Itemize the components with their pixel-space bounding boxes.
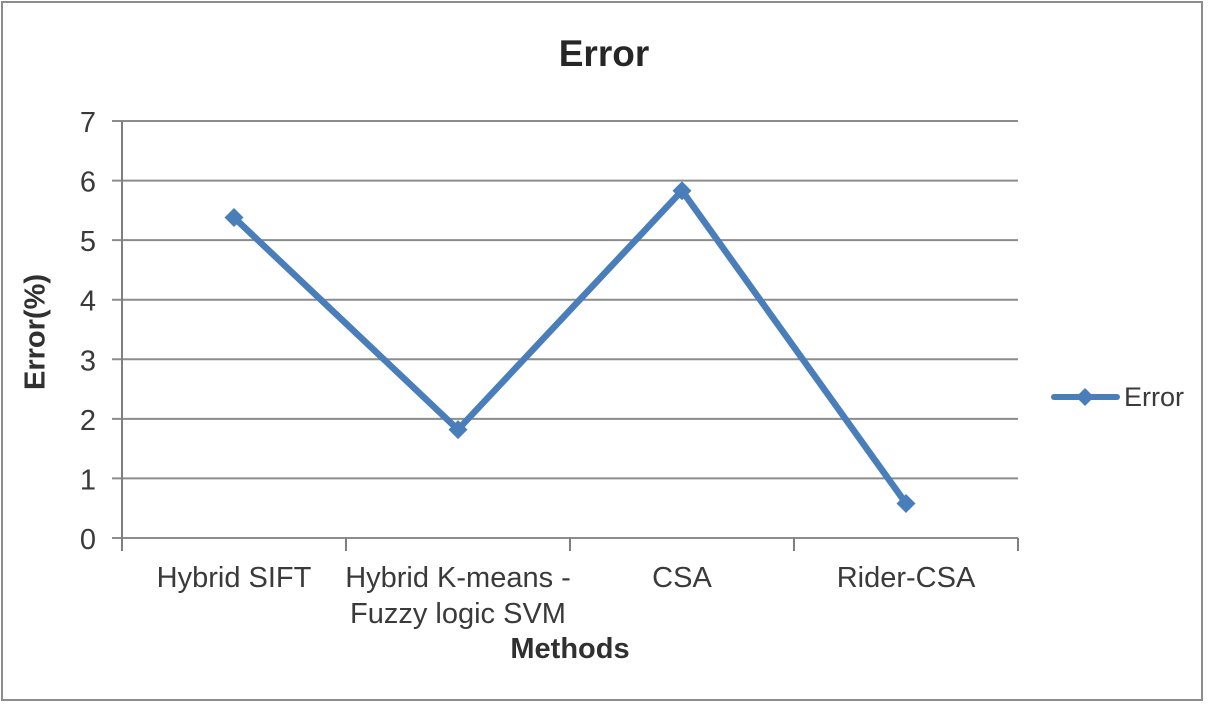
error-series-line	[230, 187, 910, 507]
y-tick-label: 7	[80, 107, 96, 139]
data-point-marker	[896, 493, 916, 513]
y-tick-label: 0	[80, 524, 96, 556]
x-tick-label: Hybrid K-means -Fuzzy logic SVM	[345, 562, 571, 630]
x-tick-label: CSA	[652, 562, 712, 594]
chart-title: Error	[558, 33, 650, 74]
legend-label: Error	[1124, 381, 1184, 412]
y-tick-label: 6	[80, 167, 96, 199]
legend-line-marker-icon	[1051, 388, 1120, 406]
x-axis-title: Methods	[510, 633, 630, 665]
data-point-marker	[224, 208, 244, 228]
data-point-marker	[448, 420, 468, 440]
x-tick-label: Rider-CSA	[837, 562, 976, 594]
y-tick-label: 3	[80, 345, 96, 377]
y-tick-label: 4	[80, 286, 96, 318]
legend-marker	[1076, 388, 1094, 406]
legend: Error	[1051, 380, 1184, 414]
y-tick-label: 5	[80, 226, 96, 258]
x-tick-label: Hybrid SIFT	[157, 562, 312, 594]
data-point-marker	[672, 181, 692, 201]
y-tick-label: 2	[80, 405, 96, 437]
y-tick-label: 1	[80, 464, 96, 496]
